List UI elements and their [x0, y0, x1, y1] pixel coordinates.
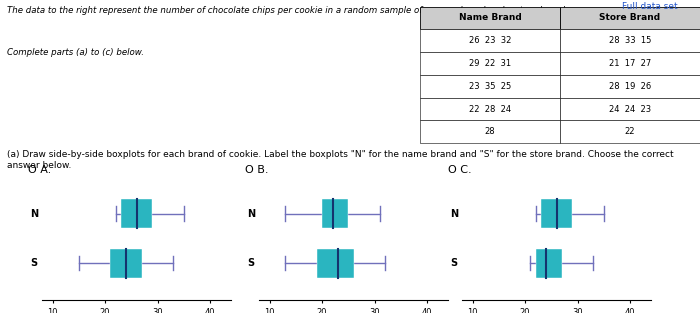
Text: S: S — [248, 258, 255, 268]
Bar — [536, 249, 561, 278]
Text: S: S — [31, 258, 38, 268]
Text: Name Brand: Name Brand — [458, 13, 522, 23]
Bar — [540, 199, 573, 228]
Text: N: N — [449, 208, 458, 218]
Text: O C.: O C. — [448, 165, 472, 175]
Text: 26  23  32: 26 23 32 — [469, 36, 511, 45]
Text: (a) Draw side-by-side boxplots for each brand of cookie. Label the boxplots "N" : (a) Draw side-by-side boxplots for each … — [7, 150, 673, 170]
Bar — [560, 75, 700, 98]
Text: N: N — [29, 208, 38, 218]
Text: O B.: O B. — [245, 165, 269, 175]
Text: 28: 28 — [484, 127, 496, 136]
Text: 28  19  26: 28 19 26 — [609, 82, 651, 91]
Bar — [111, 249, 141, 278]
Text: Full data set: Full data set — [622, 2, 678, 11]
Text: 24  24  23: 24 24 23 — [609, 105, 651, 114]
Text: O A.: O A. — [28, 165, 51, 175]
Text: 23  35  25: 23 35 25 — [469, 82, 511, 91]
Text: Store Brand: Store Brand — [599, 13, 661, 23]
Bar — [420, 52, 560, 75]
Text: N: N — [246, 208, 255, 218]
Bar — [120, 199, 153, 228]
Bar — [322, 199, 349, 228]
Bar — [560, 29, 700, 52]
Bar — [420, 7, 560, 29]
Text: S: S — [451, 258, 458, 268]
Text: 22: 22 — [624, 127, 636, 136]
Text: Complete parts (a) to (c) below.: Complete parts (a) to (c) below. — [7, 48, 144, 57]
Bar — [420, 29, 560, 52]
Text: The data to the right represent the number of chocolate chips per cookie in a ra: The data to the right represent the numb… — [7, 6, 568, 15]
Text: 28  33  15: 28 33 15 — [609, 36, 651, 45]
Bar — [560, 98, 700, 121]
Bar — [420, 121, 560, 143]
Bar — [420, 98, 560, 121]
Text: 29  22  31: 29 22 31 — [469, 59, 511, 68]
Bar — [560, 121, 700, 143]
Text: 21  17  27: 21 17 27 — [609, 59, 651, 68]
Bar — [316, 249, 354, 278]
Bar — [560, 52, 700, 75]
Bar — [560, 7, 700, 29]
Bar — [420, 75, 560, 98]
Text: 22  28  24: 22 28 24 — [469, 105, 511, 114]
